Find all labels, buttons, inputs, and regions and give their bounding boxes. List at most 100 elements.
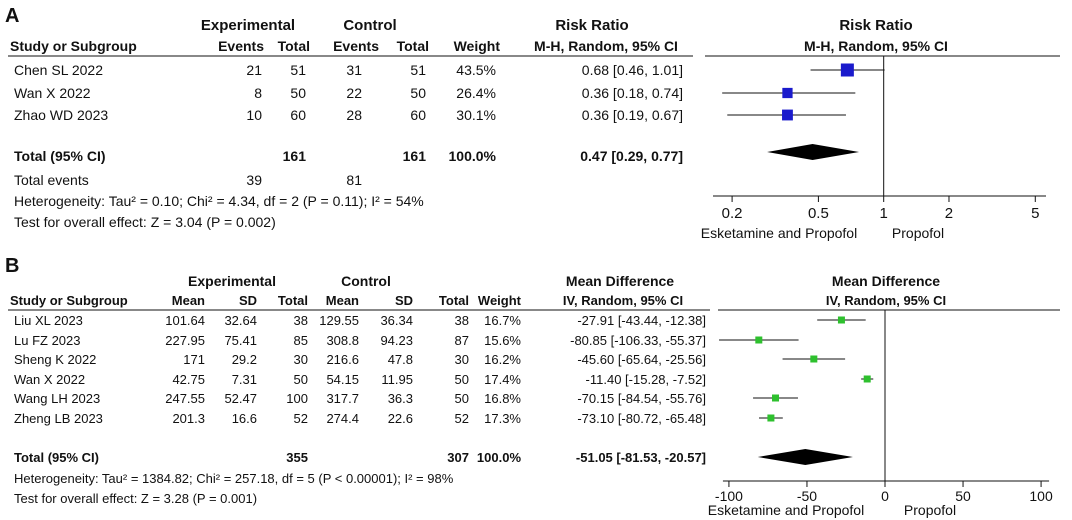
effect-square — [782, 87, 793, 99]
weight: 15.6% — [484, 333, 521, 348]
mean1: 42.75 — [172, 372, 205, 387]
x-tick-label: 5 — [1031, 205, 1039, 222]
total1: 50 — [294, 372, 308, 387]
weight: 30.1% — [456, 107, 496, 123]
effect-square — [863, 375, 871, 383]
overall-effect-text: Test for overall effect: Z = 3.28 (P = 0… — [14, 491, 257, 506]
ci-text: 0.36 [0.19, 0.67] — [582, 107, 683, 123]
total-events1: 39 — [246, 172, 262, 188]
events1: 10 — [246, 107, 262, 123]
weight-sum: 100.0% — [477, 450, 522, 465]
total2-sum: 307 — [447, 450, 469, 465]
total1-sum: 161 — [283, 148, 307, 164]
x-tick-label: 0.2 — [722, 205, 743, 222]
events2: 31 — [346, 62, 362, 78]
total-label: Total (95% CI) — [14, 148, 106, 164]
panel-label: A — [5, 5, 19, 27]
x-tick-label: 50 — [955, 488, 971, 504]
overall-effect-text: Test for overall effect: Z = 3.04 (P = 0… — [14, 214, 276, 230]
x-tick-label: 100 — [1029, 488, 1053, 504]
effect-square — [772, 394, 780, 402]
total2: 51 — [410, 62, 426, 78]
study-name: Wan X 2022 — [14, 372, 85, 387]
weight: 26.4% — [456, 85, 496, 101]
ci-text: -70.15 [-84.54, -55.76] — [577, 391, 706, 406]
mean2-header: Mean — [326, 293, 359, 308]
sd1: 29.2 — [232, 352, 257, 367]
events2-header: Events — [333, 38, 379, 54]
total1: 51 — [290, 62, 306, 78]
sd2: 36.34 — [380, 313, 413, 328]
study-name: Lu FZ 2023 — [14, 333, 81, 348]
study-name: Liu XL 2023 — [14, 313, 83, 328]
total2-sum: 161 — [403, 148, 427, 164]
total1-header: Total — [278, 38, 310, 54]
ci-text: -45.60 [-65.64, -25.56] — [577, 352, 706, 367]
pooled-ci-text: 0.47 [0.29, 0.77] — [580, 148, 683, 164]
total1: 85 — [294, 333, 308, 348]
total2: 38 — [455, 313, 469, 328]
ci-text: 0.36 [0.18, 0.74] — [582, 85, 683, 101]
weight: 43.5% — [456, 62, 496, 78]
events1: 8 — [254, 85, 262, 101]
mean2: 274.4 — [326, 411, 359, 426]
total2: 50 — [455, 391, 469, 406]
total1: 100 — [286, 391, 308, 406]
weight-header: Weight — [478, 293, 522, 308]
x-tick-label: 0.5 — [808, 205, 829, 222]
events1-header: Events — [218, 38, 264, 54]
mean1: 101.64 — [165, 313, 205, 328]
study-name: Sheng K 2022 — [14, 352, 96, 367]
total2: 30 — [455, 352, 469, 367]
panel-label: B — [5, 255, 19, 277]
total1-header: Total — [278, 293, 308, 308]
weight: 16.8% — [484, 391, 521, 406]
x-tick-label: 2 — [945, 205, 953, 222]
sd2: 36.3 — [388, 391, 413, 406]
pooled-ci-text: -51.05 [-81.53, -20.57] — [576, 450, 706, 465]
events1: 21 — [246, 62, 262, 78]
weight-sum: 100.0% — [449, 148, 497, 164]
mean2: 129.55 — [319, 313, 359, 328]
sd2: 47.8 — [388, 352, 413, 367]
effect-square — [767, 414, 775, 422]
mean2: 308.8 — [326, 333, 359, 348]
sd2-header: SD — [395, 293, 413, 308]
study-header: Study or Subgroup — [10, 293, 128, 308]
weight: 16.7% — [484, 313, 521, 328]
effect-square — [755, 336, 763, 344]
ci-text: -27.91 [-43.44, -12.38] — [577, 313, 706, 328]
study-name: Wang LH 2023 — [14, 391, 100, 406]
group2-header: Control — [343, 17, 396, 34]
effect-square — [810, 355, 818, 363]
total1: 38 — [294, 313, 308, 328]
plot-method-header: IV, Random, 95% CI — [826, 293, 946, 308]
study-name: Zheng LB 2023 — [14, 411, 103, 426]
total1: 50 — [290, 85, 306, 101]
ci-text: -73.10 [-80.72, -65.48] — [577, 411, 706, 426]
sd1: 32.64 — [224, 313, 257, 328]
sd1: 7.31 — [232, 372, 257, 387]
events2: 28 — [346, 107, 362, 123]
heterogeneity-text: Heterogeneity: Tau² = 1384.82; Chi² = 25… — [14, 471, 454, 486]
total2: 50 — [410, 85, 426, 101]
mean2: 216.6 — [326, 352, 359, 367]
study-header: Study or Subgroup — [10, 38, 137, 54]
favours-right-label: Propofol — [904, 502, 956, 518]
effect-square — [840, 63, 854, 77]
effect-header: Risk Ratio — [555, 17, 628, 34]
sd2: 11.95 — [381, 372, 413, 387]
mean1: 247.55 — [165, 391, 205, 406]
method-header: IV, Random, 95% CI — [563, 293, 683, 308]
total2-header: Total — [439, 293, 469, 308]
ci-text: -11.40 [-15.28, -7.52] — [586, 372, 706, 387]
sd1: 75.41 — [224, 333, 257, 348]
total2-header: Total — [397, 38, 429, 54]
study-name: Wan X 2022 — [14, 85, 91, 101]
weight-header: Weight — [454, 38, 501, 54]
favours-left-label: Esketamine and Propofol — [701, 225, 857, 241]
weight: 17.3% — [484, 411, 521, 426]
total2: 50 — [455, 372, 469, 387]
group2-header: Control — [341, 273, 391, 289]
